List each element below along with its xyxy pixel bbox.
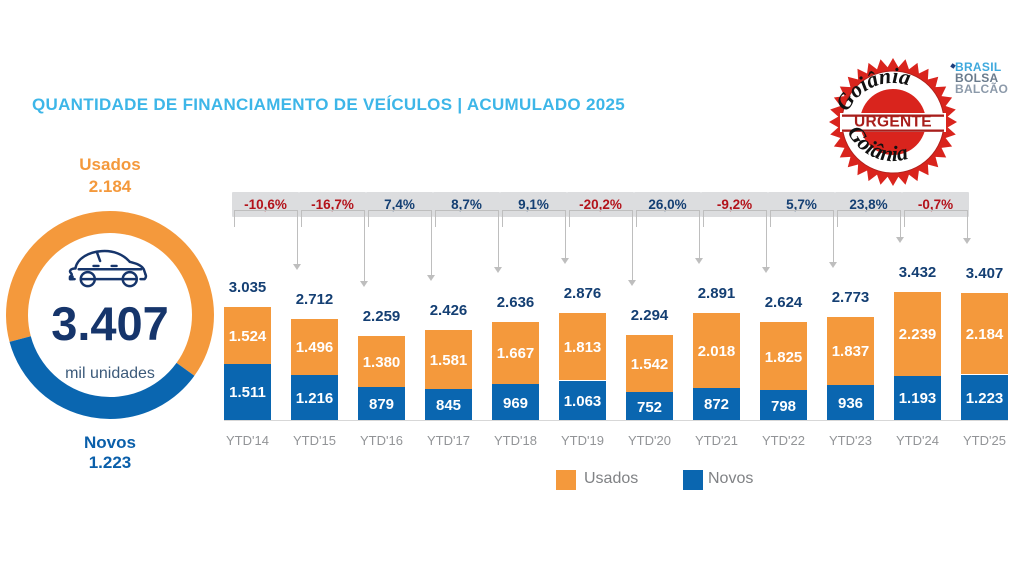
svg-text:URGENTE: URGENTE	[854, 114, 932, 131]
